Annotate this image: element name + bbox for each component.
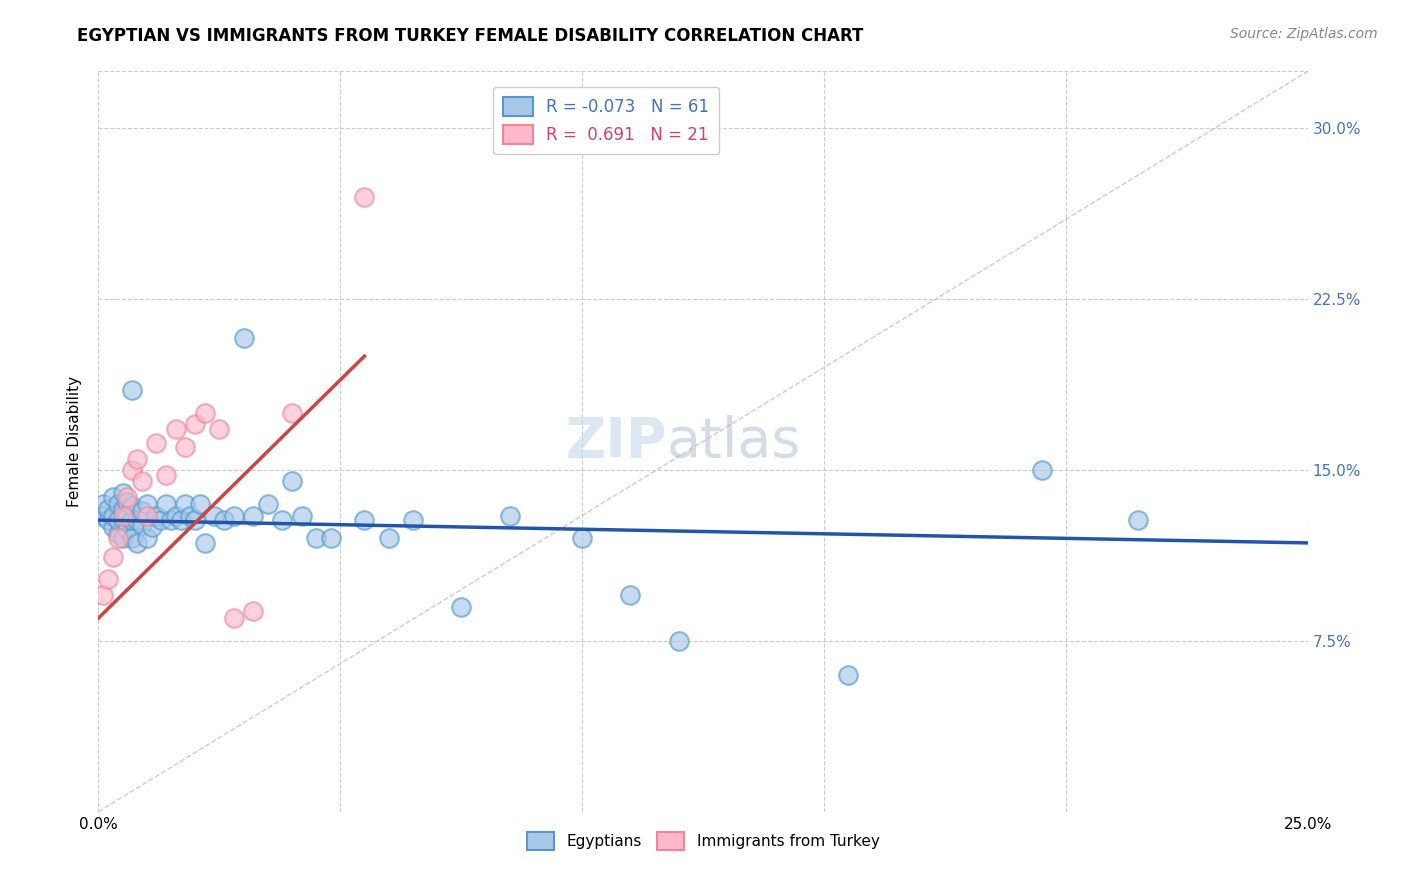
Text: Source: ZipAtlas.com: Source: ZipAtlas.com [1230,27,1378,41]
Point [165,508,187,523]
Point [97,501,120,516]
Point [668,633,690,648]
Point [141,520,163,534]
Point [150,513,173,527]
Point [127,536,149,550]
Point [271,513,294,527]
Point [222,611,245,625]
Point [155,467,177,482]
Point [571,532,593,546]
Point [155,497,177,511]
Point [184,417,207,432]
Point [121,384,143,398]
Point [194,536,217,550]
Point [97,513,120,527]
Point [179,508,201,523]
Point [117,491,139,505]
Point [121,513,143,527]
Point [111,513,134,527]
Point [131,475,153,489]
Point [1031,463,1053,477]
Point [111,508,134,523]
Point [208,422,231,436]
Point [117,508,139,523]
Point [131,504,153,518]
Point [135,532,157,546]
Point [111,501,134,516]
Point [127,451,149,466]
Point [117,522,139,536]
Point [837,668,859,682]
Point [101,549,124,564]
Point [107,532,129,546]
Point [184,513,207,527]
Point [101,520,124,534]
Point [290,508,312,523]
Point [135,508,157,523]
Point [121,500,143,514]
Point [1128,513,1150,527]
Point [101,491,124,505]
Point [188,497,211,511]
Point [145,508,167,523]
Text: atlas: atlas [666,415,801,468]
Point [91,497,114,511]
Point [101,508,124,523]
Point [117,495,139,509]
Y-axis label: Female Disability: Female Disability [67,376,83,508]
Point [121,532,143,546]
Point [169,513,191,527]
Point [194,406,217,420]
Point [242,508,264,523]
Point [111,532,134,546]
Point [212,513,235,527]
Point [145,435,167,450]
Point [165,422,187,436]
Text: ZIP: ZIP [565,415,666,468]
Point [107,513,129,527]
Point [281,475,304,489]
Point [91,588,114,602]
Point [111,485,134,500]
Point [97,573,120,587]
Point [377,532,399,546]
Point [498,508,520,523]
Point [319,532,342,546]
Point [242,604,264,618]
Point [127,513,149,527]
Point [204,508,226,523]
Point [160,513,183,527]
Point [91,508,114,523]
Point [450,599,472,614]
Point [256,497,278,511]
Point [107,497,129,511]
Text: EGYPTIAN VS IMMIGRANTS FROM TURKEY FEMALE DISABILITY CORRELATION CHART: EGYPTIAN VS IMMIGRANTS FROM TURKEY FEMAL… [77,27,863,45]
Point [353,189,375,203]
Point [174,497,197,511]
Point [222,508,245,523]
Point [232,331,254,345]
Point [131,517,153,532]
Legend: Egyptians, Immigrants from Turkey: Egyptians, Immigrants from Turkey [520,826,886,856]
Point [121,463,143,477]
Point [353,513,375,527]
Point [305,532,328,546]
Point [107,526,129,541]
Point [174,440,197,454]
Point [619,588,641,602]
Point [135,497,157,511]
Point [402,513,425,527]
Point [281,406,304,420]
